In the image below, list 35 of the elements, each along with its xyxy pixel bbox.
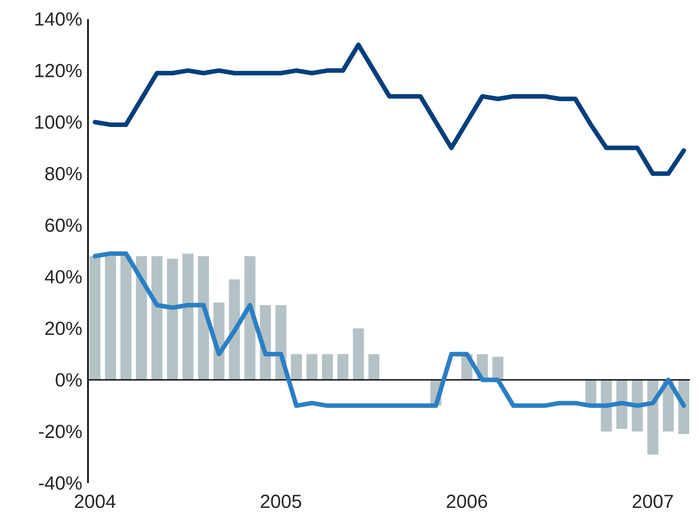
y-tick-label: 100% xyxy=(35,115,82,129)
y-tick-label: 140% xyxy=(35,12,82,26)
bar xyxy=(136,256,147,380)
bar xyxy=(104,256,116,380)
y-tick-label: 40% xyxy=(44,270,82,284)
x-tick-label: 2007 xyxy=(632,494,673,508)
y-tick-label: 120% xyxy=(35,64,82,78)
y-tick-label: -40% xyxy=(39,476,82,490)
y-tick-label: -20% xyxy=(39,424,82,438)
bar xyxy=(151,256,162,380)
bar xyxy=(244,256,256,380)
x-tick-label: 2004 xyxy=(74,494,116,508)
bar xyxy=(337,354,348,380)
bar xyxy=(306,354,318,380)
y-tick-label: 20% xyxy=(45,322,82,336)
bar xyxy=(678,380,690,434)
x-tick-label: 2005 xyxy=(260,494,302,508)
bar xyxy=(647,380,658,455)
y-tick-label: 0% xyxy=(56,373,82,387)
y-tick-label: 80% xyxy=(45,166,82,180)
bar xyxy=(322,354,333,380)
bar xyxy=(198,256,209,380)
bar xyxy=(89,256,100,380)
bar xyxy=(182,254,194,380)
bar xyxy=(228,279,240,380)
bar xyxy=(120,256,132,380)
x-tick-label: 2006 xyxy=(446,494,488,508)
y-tick-label: 60% xyxy=(45,218,82,232)
bar xyxy=(632,380,643,432)
bar xyxy=(600,380,612,432)
bar xyxy=(352,328,364,380)
bar xyxy=(368,354,380,380)
bar xyxy=(492,356,504,380)
bar xyxy=(290,354,302,380)
bar xyxy=(166,258,178,380)
